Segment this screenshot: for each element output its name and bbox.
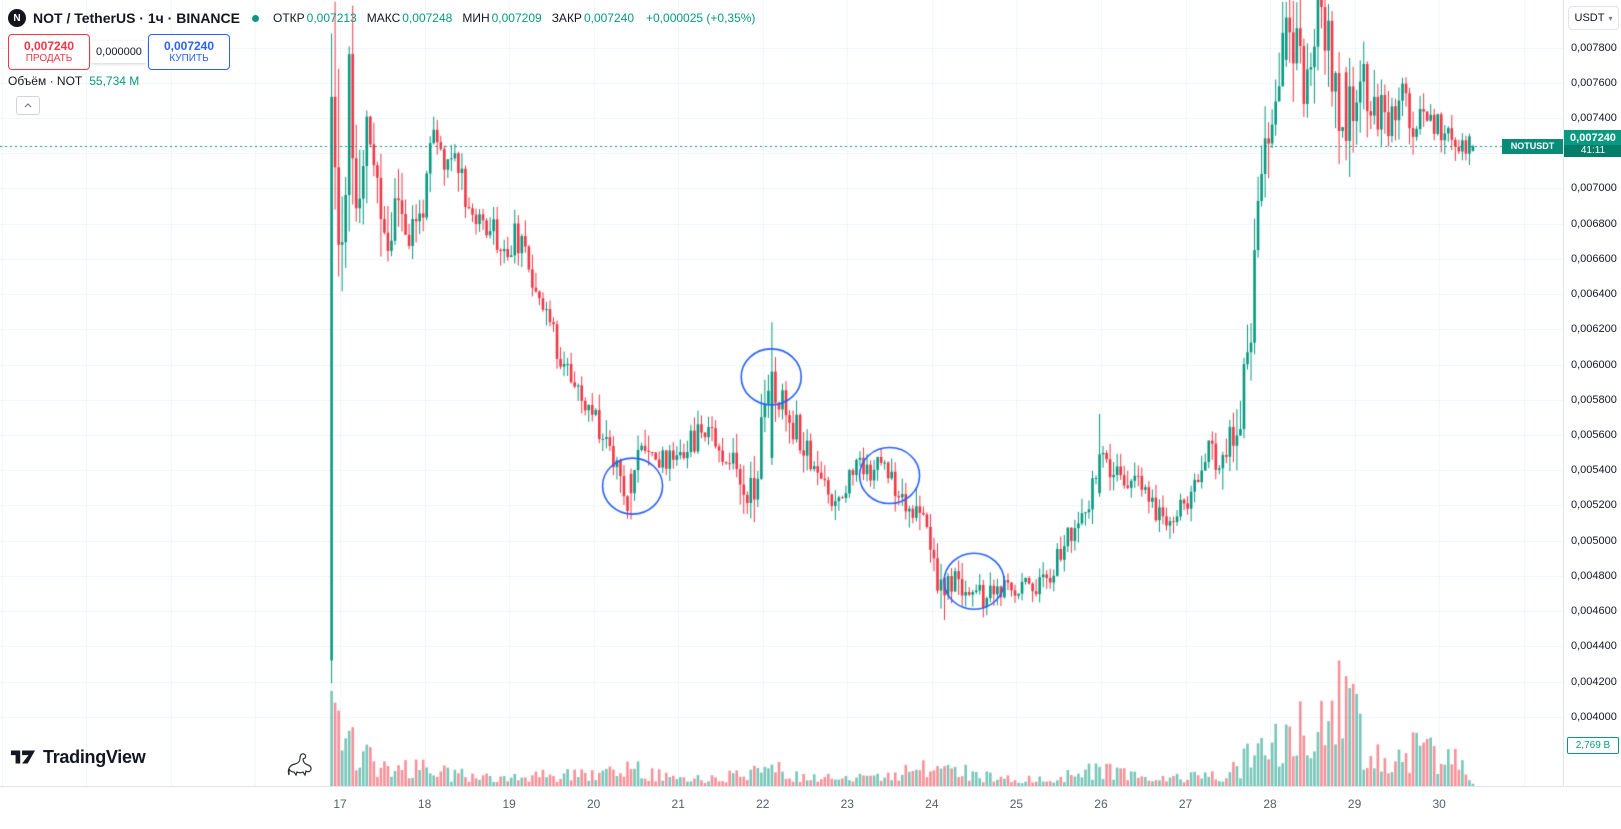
dino-doodle bbox=[284, 748, 314, 783]
price-tick-label: 0,006600 bbox=[1571, 252, 1617, 265]
price-tick-label: 0,004000 bbox=[1571, 710, 1617, 723]
open-value: 0,007213 bbox=[306, 11, 357, 25]
time-tick-label: 19 bbox=[502, 797, 516, 811]
tradingview-logo-text: TradingView bbox=[43, 746, 146, 767]
symbol-title[interactable]: NOT / TetherUS · 1ч · BINANCE bbox=[33, 10, 240, 26]
time-tick-label: 22 bbox=[756, 797, 770, 811]
buy-label: КУПИТЬ bbox=[169, 53, 209, 65]
tradingview-logo-icon bbox=[10, 750, 36, 764]
high-value: 0,007248 bbox=[402, 11, 453, 25]
close-label: ЗАКР bbox=[551, 11, 582, 25]
price-tick-label: 0,005600 bbox=[1571, 429, 1617, 441]
trade-widget: 0,007240 ПРОДАТЬ 0,000000 0,007240 КУПИТ… bbox=[8, 34, 230, 70]
price-tick-label: 0,004200 bbox=[1571, 675, 1617, 688]
candle-countdown: 41:11 bbox=[1564, 145, 1621, 158]
price-tick-label: 0,005200 bbox=[1571, 499, 1617, 512]
price-tick-label: 0,007400 bbox=[1571, 111, 1617, 124]
time-tick-label: 24 bbox=[925, 797, 939, 811]
market-status-dot-icon[interactable] bbox=[252, 14, 259, 22]
price-tick-label: 0,007000 bbox=[1571, 182, 1617, 195]
time-tick-label: 29 bbox=[1347, 797, 1362, 811]
open-label: ОТКР bbox=[273, 11, 305, 25]
symbol-logo[interactable]: N bbox=[8, 9, 26, 27]
currency-label: USDT bbox=[1574, 12, 1605, 24]
symbol-legend: N NOT / TetherUS · 1ч · BINANCE ОТКР 0,00… bbox=[8, 6, 755, 30]
volume-axis-label: 2,769 B bbox=[1567, 737, 1619, 754]
time-tick-label: 25 bbox=[1009, 797, 1024, 811]
price-line-symbol-label: NOTUSDT bbox=[1502, 138, 1563, 154]
ohlc-readout: ОТКР 0,007213 МАКС 0,007248 МИН 0,007209 ЗА… bbox=[273, 11, 755, 25]
price-change: +0,000025 (+0,35%) bbox=[646, 11, 756, 25]
tradingview-logo[interactable]: TradingView bbox=[10, 744, 146, 770]
time-tick-label: 18 bbox=[417, 797, 432, 811]
last-price-value: 0,007240 bbox=[1570, 132, 1616, 145]
price-tick-label: 0,006400 bbox=[1571, 288, 1617, 301]
price-tick-label: 0,004600 bbox=[1571, 605, 1617, 618]
low-value: 0,007209 bbox=[491, 11, 542, 25]
price-axis[interactable]: USDT ▾ 0,007240 41:11 2,769 B 0,007800 0,… bbox=[1563, 0, 1621, 786]
time-tick-label: 26 bbox=[1094, 797, 1108, 811]
price-tick-label: 0,007600 bbox=[1571, 76, 1617, 89]
volume-legend[interactable]: Объём · NOT 55,734 M bbox=[8, 74, 139, 88]
time-axis[interactable]: 17 18 19 20 21 22 23 24 25 26 27 28 29 30 bbox=[0, 786, 1621, 829]
last-price-tag: 0,007240 41:11 bbox=[1564, 130, 1621, 158]
price-tick-label: 0,005800 bbox=[1571, 393, 1617, 406]
price-tick-label: 0,005400 bbox=[1571, 464, 1617, 477]
price-tick-label: 0,006000 bbox=[1571, 358, 1617, 371]
low-label: МИН bbox=[462, 11, 490, 25]
sell-button[interactable]: 0,007240 ПРОДАТЬ bbox=[8, 34, 90, 70]
sell-label: ПРОДАТЬ bbox=[25, 53, 73, 65]
high-label: МАКС bbox=[366, 11, 401, 25]
time-tick-label: 20 bbox=[586, 797, 601, 811]
collapse-pane-button[interactable] bbox=[16, 96, 40, 115]
time-tick-label: 17 bbox=[333, 797, 347, 811]
buy-button[interactable]: 0,007240 КУПИТЬ bbox=[148, 34, 230, 70]
sell-price: 0,007240 bbox=[23, 38, 75, 53]
time-tick-label: 27 bbox=[1178, 797, 1193, 811]
price-tick-label: 0,004800 bbox=[1571, 569, 1617, 582]
volume-legend-value: 55,734 M bbox=[89, 74, 140, 88]
time-tick-label: 23 bbox=[840, 797, 854, 811]
chevron-down-icon: ▾ bbox=[1608, 13, 1613, 23]
close-value: 0,007240 bbox=[583, 11, 634, 25]
volume-legend-label: Объём · NOT bbox=[8, 74, 83, 88]
time-tick-label: 30 bbox=[1432, 797, 1446, 811]
price-tick-label: 0,004400 bbox=[1571, 640, 1617, 653]
time-tick-label: 21 bbox=[671, 797, 685, 811]
price-tick-label: 0,006800 bbox=[1571, 217, 1617, 230]
price-chart-canvas[interactable] bbox=[0, 0, 1563, 786]
time-tick-label: 28 bbox=[1263, 797, 1277, 811]
chevron-up-icon bbox=[24, 103, 32, 108]
price-tick-label: 0,005000 bbox=[1571, 534, 1617, 547]
buy-price: 0,007240 bbox=[163, 38, 215, 53]
price-tick-label: 0,007800 bbox=[1571, 41, 1617, 54]
price-tick-label: 0,006200 bbox=[1571, 323, 1617, 336]
currency-dropdown[interactable]: USDT ▾ bbox=[1568, 6, 1619, 30]
spread-value: 0,000000 bbox=[91, 41, 147, 63]
